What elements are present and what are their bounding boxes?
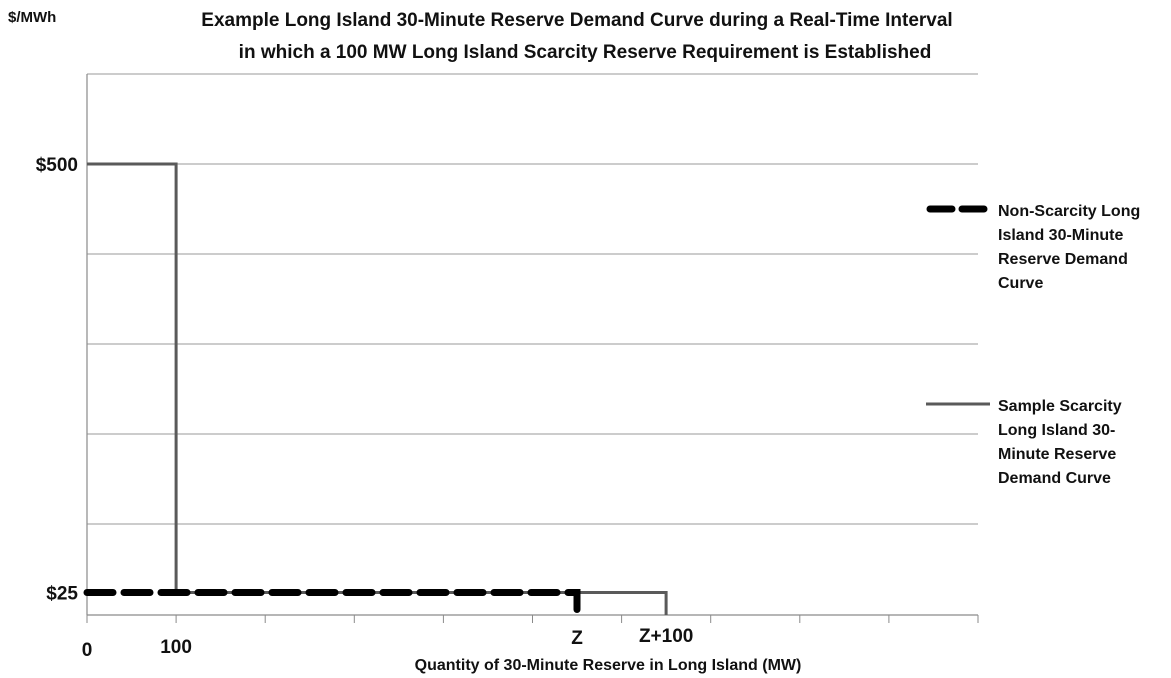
gridlines <box>87 73 978 525</box>
x-axis-label: Quantity of 30-Minute Reserve in Long Is… <box>415 657 802 674</box>
chart-title-line-1: Example Long Island 30-Minute Reserve De… <box>201 10 952 31</box>
legend-label-1-line-2: Minute Reserve <box>998 446 1116 463</box>
x-tick-label-2: Z <box>571 628 583 649</box>
legend-label-1-line-1: Long Island 30- <box>998 422 1115 439</box>
scarcity-curve-line <box>87 162 668 615</box>
legend-label-1-line-3: Demand Curve <box>998 470 1111 487</box>
chart-title-line-2: in which a 100 MW Long Island Scarcity R… <box>239 42 932 63</box>
x-tick-labels: 0 100 Z Z+100 <box>82 626 694 661</box>
legend-label-0-line-2: Reserve Demand <box>998 251 1128 268</box>
legend-label-0-line-1: Island 30-Minute <box>998 227 1123 244</box>
legend-label-0-line-3: Curve <box>998 275 1043 292</box>
y-tick-label-1: $500 <box>36 155 78 176</box>
y-tick-labels: $25 $500 <box>36 155 79 604</box>
x-tick-label-3: Z+100 <box>639 626 693 647</box>
non-scarcity-curve-line <box>83 589 581 619</box>
legend: Non-Scarcity Long Island 30-Minute Reserve… <box>926 203 1140 487</box>
x-tick-label-0: 0 <box>82 640 93 661</box>
legend-label-1-line-0: Sample Scarcity <box>998 398 1122 415</box>
axes <box>86 74 979 623</box>
x-tick-label-1: 100 <box>160 637 192 658</box>
series-lines <box>83 162 668 619</box>
y-tick-label-0: $25 <box>46 583 78 604</box>
legend-label-0-line-0: Non-Scarcity Long <box>998 203 1140 220</box>
chart-title: Example Long Island 30-Minute Reserve De… <box>201 10 952 63</box>
y-axis-unit-label: $/MWh <box>8 9 56 26</box>
